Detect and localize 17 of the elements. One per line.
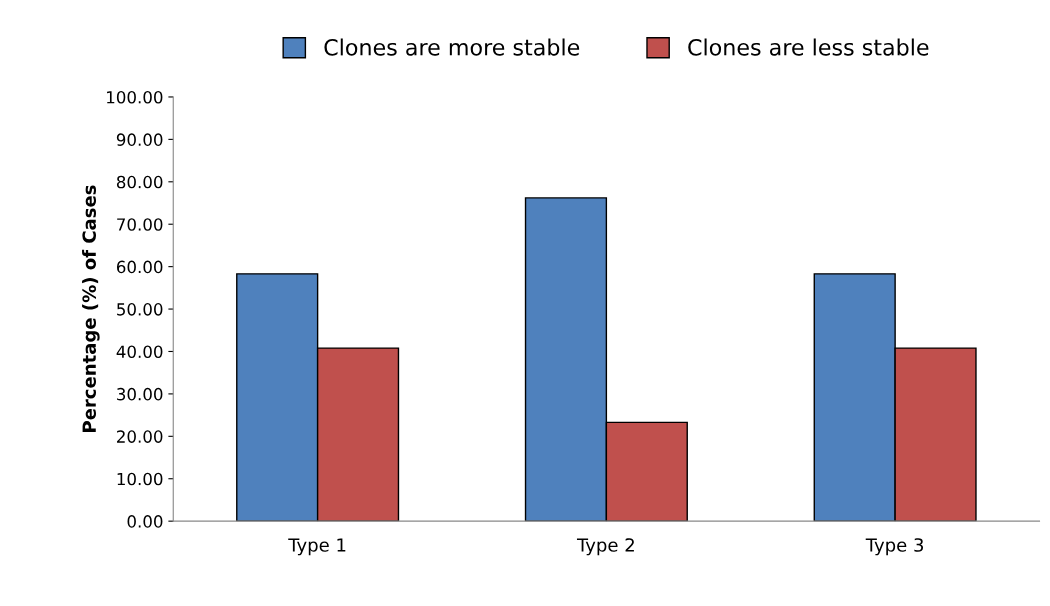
y-tick-label: 100.00 bbox=[107, 90, 163, 104]
y-tick-label: 20.00 bbox=[117, 430, 163, 443]
y-tick-label: 80.00 bbox=[116, 175, 163, 189]
legend-label: Clones are more stable bbox=[324, 38, 580, 56]
x-tick-label: Type 1 bbox=[288, 538, 346, 556]
y-tick-label: 0.00 bbox=[127, 515, 163, 528]
y-axis-title: Percentage (%) of Cases bbox=[82, 185, 100, 432]
legend-label: Clones are less stable bbox=[688, 38, 929, 56]
y-tick-label: 90.00 bbox=[116, 133, 163, 146]
y-tick-label: 30.00 bbox=[117, 387, 163, 401]
x-tick-label: Type 3 bbox=[865, 538, 924, 556]
y-tick-label: 10.00 bbox=[117, 472, 163, 486]
y-tick-label: 60.00 bbox=[116, 260, 163, 274]
y-tick-label: 40.00 bbox=[116, 345, 163, 359]
y-tick-label: 70.00 bbox=[117, 218, 163, 231]
y-tick-label: 50.00 bbox=[117, 303, 163, 316]
x-tick-label: Type 2 bbox=[576, 538, 634, 556]
